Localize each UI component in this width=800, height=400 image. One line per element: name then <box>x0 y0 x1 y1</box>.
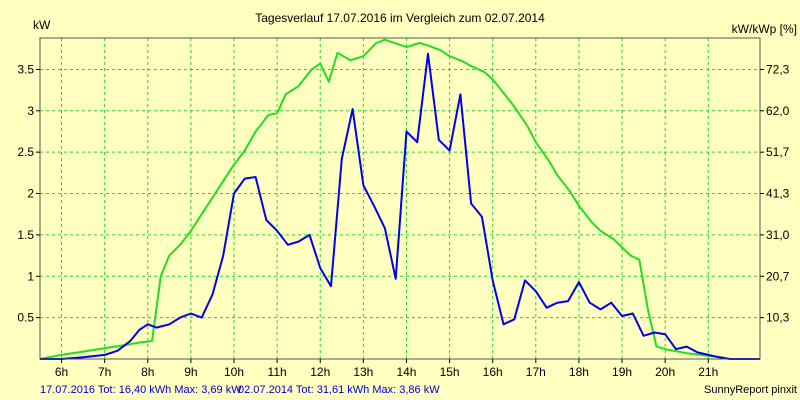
y-axis-left-label: kW <box>33 18 51 32</box>
y-axis-right-ticks: 10,3 20,7 31,0 41,3 51,7 62,0 72,3 <box>760 62 790 325</box>
series-line-02-07-2014 <box>39 38 760 360</box>
x-tick-label: 10h <box>224 365 244 379</box>
y-left-tick-label: 2 <box>27 187 34 201</box>
y-right-tick-label: 31,0 <box>766 228 790 242</box>
y-left-tick-label: 3.5 <box>17 62 34 76</box>
x-tick-label: 8h <box>141 365 154 379</box>
y-left-tick-label: 3 <box>27 104 34 118</box>
x-tick-label: 9h <box>184 365 197 379</box>
series-layer <box>39 38 760 360</box>
x-tick-label: 7h <box>98 365 111 379</box>
y-right-tick-label: 72,3 <box>766 62 790 76</box>
y-right-tick-label: 51,7 <box>766 145 790 159</box>
x-tick-label: 19h <box>612 365 632 379</box>
y-right-tick-label: 41,3 <box>766 187 790 201</box>
footer-series-a-summary: 17.07.2016 Tot: 16,40 kWh Max: 3,69 kW <box>40 384 242 396</box>
chart-title: Tagesverlauf 17.07.2016 im Vergleich zum… <box>255 11 545 25</box>
y-axis-right-label: kW/kWp [%] <box>732 22 797 36</box>
x-tick-label: 13h <box>353 365 373 379</box>
y-left-tick-label: 2.5 <box>17 145 34 159</box>
y-right-tick-label: 20,7 <box>766 269 790 283</box>
x-tick-label: 16h <box>483 365 503 379</box>
x-tick-label: 17h <box>526 365 546 379</box>
y-right-tick-label: 62,0 <box>766 104 790 118</box>
x-tick-label: 11h <box>268 365 287 379</box>
x-tick-label: 18h <box>569 365 589 379</box>
x-tick-label: 6h <box>55 365 68 379</box>
y-left-tick-label: 1 <box>27 269 34 283</box>
x-axis-ticks: 6h 7h 8h 9h 10h 11h 12h 13h 14h 15h 16h 17h 18h 19h 20… <box>55 359 718 379</box>
x-tick-label: 21h <box>698 365 718 379</box>
y-left-tick-label: 0.5 <box>17 311 34 325</box>
x-tick-label: 15h <box>440 365 460 379</box>
footer-credit: SunnyReport pinxit <box>704 384 797 396</box>
x-tick-label: 20h <box>655 365 675 379</box>
footer-series-b-summary: 02.07.2014 Tot: 31,61 kWh Max: 3,86 kW <box>238 384 440 396</box>
y-right-tick-label: 10,3 <box>766 311 790 325</box>
x-tick-label: 12h <box>310 365 330 379</box>
plot-border <box>39 37 761 360</box>
x-tick-label: 14h <box>396 365 416 379</box>
series-line-17-07-2016 <box>40 52 760 360</box>
y-axis-left-ticks: 0.5 1 1.5 2 2.5 3 3.5 <box>17 62 40 325</box>
plot-frame <box>39 37 761 360</box>
y-left-tick-label: 1.5 <box>17 228 34 242</box>
